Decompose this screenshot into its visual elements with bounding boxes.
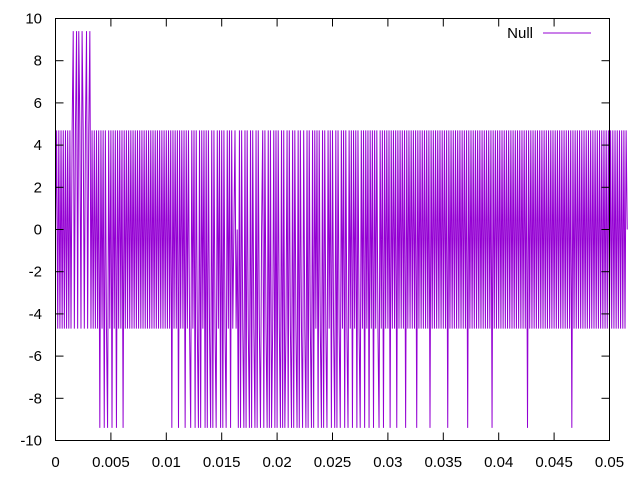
x-tick-label: 0.02 (262, 454, 291, 471)
x-tick-label: 0.045 (535, 454, 573, 471)
y-tick-label: 6 (34, 95, 42, 112)
y-tick-label: 0 (34, 222, 42, 239)
x-axis-tick-labels: 0 0.005 0.01 0.015 0.02 0.025 0.03 0.035 0.04 0.0… (51, 454, 624, 471)
y-tick-label: -4 (29, 306, 42, 323)
x-tick-label: 0.05 (595, 454, 624, 471)
y-tick-label: 2 (34, 179, 42, 196)
y-tick-label: 10 (25, 11, 42, 28)
y-tick-label: -2 (29, 264, 42, 281)
x-tick-label: 0.03 (373, 454, 402, 471)
series-line-null (55, 31, 628, 428)
y-tick-label: -10 (20, 433, 42, 450)
x-tick-label: 0.025 (314, 454, 352, 471)
x-tick-label: 0.035 (425, 454, 463, 471)
y-axis-tick-labels: -10 -8 -6 -4 -2 0 2 4 6 8 10 (20, 11, 42, 450)
x-tick-label: 0.015 (203, 454, 241, 471)
x-tick-label: 0.04 (484, 454, 513, 471)
plot-frame (55, 18, 610, 441)
y-tick-label: -6 (29, 348, 42, 365)
x-tick-label: 0.005 (92, 454, 130, 471)
x-tick-label: 0.01 (152, 454, 181, 471)
x-tick-label: 0 (51, 454, 59, 471)
legend-label-null: Null (507, 25, 533, 42)
legend: Null (507, 25, 591, 42)
y-tick-label: 8 (34, 53, 42, 70)
y-tick-label: 4 (34, 137, 42, 154)
series-layer (55, 31, 628, 428)
y-tick-label: -8 (29, 390, 42, 407)
